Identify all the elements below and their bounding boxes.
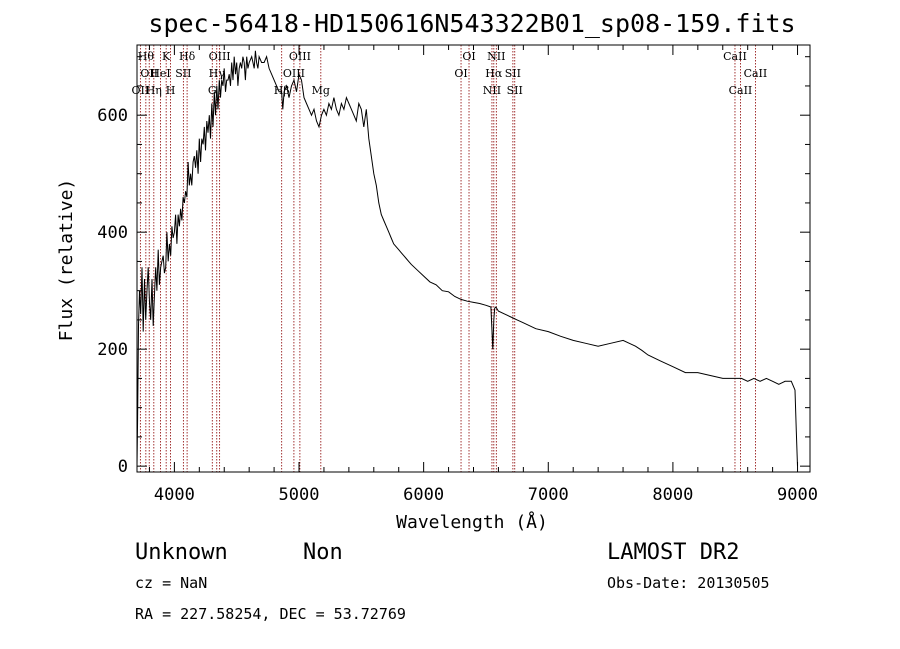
plot-frame — [136, 44, 811, 473]
redshift-label: cz = NaN — [135, 574, 207, 592]
line-label: OI — [454, 67, 467, 80]
line-label: OI — [462, 50, 475, 63]
y-tick-label: 200 — [97, 340, 128, 360]
obs-date-label: Obs-Date: 20130505 — [607, 574, 770, 592]
line-label: NII — [483, 84, 501, 97]
x-tick-label: 7000 — [528, 485, 569, 505]
class-label: Unknown — [135, 540, 228, 565]
line-label: Hγ — [209, 67, 226, 80]
line-label: OIII — [289, 50, 311, 63]
line-label: OIII — [283, 67, 305, 80]
line-label: Hη — [146, 84, 162, 97]
line-label: CaII — [729, 84, 753, 97]
line-label: Hδ — [179, 50, 196, 63]
y-axis-label: Flux (relative) — [56, 179, 77, 342]
spectrum-line — [136, 50, 798, 467]
y-axis-ticks: 0 200 400 600 — [97, 56, 810, 477]
x-tick-label: 4000 — [154, 485, 195, 505]
line-label: H — [166, 84, 176, 97]
line-label: G — [208, 84, 217, 97]
x-axis-ticks: 4000 5000 6000 7000 8000 9000 — [148, 45, 818, 505]
line-label: SII — [507, 84, 523, 97]
line-label: HeI — [150, 67, 170, 80]
line-label: Mg — [312, 84, 330, 97]
spectral-line-labels: OIIHθOIIHηHeIKHSIIHδGHγOIIIHβOIIIOIIIMgO… — [132, 50, 768, 97]
line-label: K — [162, 50, 171, 63]
subclass-label: Non — [303, 540, 343, 565]
line-label: OIII — [209, 50, 231, 63]
x-tick-label: 6000 — [403, 485, 444, 505]
line-label: OII — [132, 84, 150, 97]
line-label: CaII — [744, 67, 768, 80]
x-axis-label: Wavelength (Å) — [396, 511, 548, 533]
x-tick-label: 9000 — [777, 485, 818, 505]
line-label: OII — [140, 67, 158, 80]
y-tick-label: 0 — [118, 457, 128, 477]
y-tick-label: 400 — [97, 223, 128, 243]
line-label: Hθ — [138, 50, 155, 63]
line-label: CaII — [723, 50, 747, 63]
chart-title: spec-56418-HD150616N543322B01_sp08-159.f… — [148, 9, 795, 38]
y-tick-label: 600 — [97, 106, 128, 126]
line-label: SII — [175, 67, 191, 80]
coordinates-label: RA = 227.58254, DEC = 53.72769 — [135, 605, 406, 623]
line-label: SII — [505, 67, 521, 80]
x-tick-label: 8000 — [652, 485, 693, 505]
line-label: NII — [487, 50, 505, 63]
x-tick-label: 5000 — [279, 485, 320, 505]
survey-label: LAMOST DR2 — [607, 540, 739, 565]
line-label: Hα — [485, 67, 503, 80]
spectral-line-markers — [139, 45, 756, 472]
